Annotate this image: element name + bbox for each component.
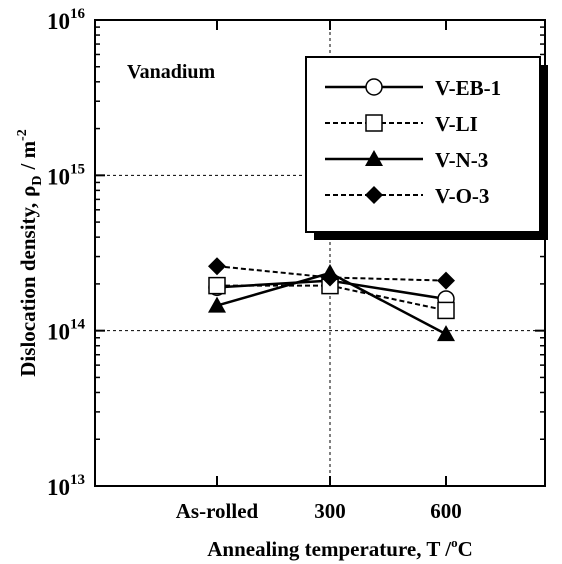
marker-circle — [365, 78, 383, 96]
y-axis-label-main: Dislocation density, — [16, 203, 40, 377]
y-axis-label-symbol: ρ — [16, 186, 40, 197]
x-tick-label: 600 — [430, 499, 462, 523]
legend: V-EB-1 V-LI V-N-3 V-O-3 — [325, 76, 501, 208]
marker-triangle — [365, 150, 383, 166]
y-tick-label-exp: 15 — [70, 161, 85, 177]
legend-label: V-EB-1 — [435, 76, 501, 100]
x-tick-marks — [216, 20, 447, 486]
y-axis-label-sub: D — [30, 176, 45, 186]
marker-square — [437, 301, 455, 320]
marker-square — [365, 114, 383, 132]
y-tick-label-base: 10 — [47, 475, 70, 500]
y-tick-label-exp: 14 — [70, 317, 86, 333]
x-tick-labels: As-rolled 300 600 — [176, 499, 462, 523]
x-axis-label-main: Annealing temperature, T / — [207, 537, 452, 561]
marker-diamond — [365, 186, 383, 204]
x-tick-label: 300 — [314, 499, 346, 523]
legend-label: V-O-3 — [435, 184, 489, 208]
legend-label: V-N-3 — [435, 148, 488, 172]
plot-frame — [94, 19, 546, 487]
chart-annotation: Vanadium — [127, 61, 216, 83]
y-tick-label-exp: 16 — [70, 6, 86, 22]
y-tick-label: 1016 — [47, 6, 86, 34]
y-tick-label: 1014 — [47, 317, 86, 345]
y-tick-label: 1015 — [47, 161, 85, 189]
y-tick-label: 1013 — [47, 472, 85, 500]
y-tick-label-base: 10 — [47, 320, 70, 345]
y-tick-label-base: 10 — [47, 164, 70, 189]
legend-label: V-LI — [435, 112, 478, 136]
y-axis-label-unit: / m — [16, 140, 40, 170]
y-tick-label-exp: 13 — [70, 472, 85, 488]
y-tick-label-base: 10 — [47, 9, 70, 34]
marker-square — [208, 276, 226, 295]
marker-diamond — [321, 268, 339, 287]
legend-box — [305, 56, 541, 233]
x-axis-label-unit: C — [458, 537, 473, 561]
x-axis-label-sup: o — [451, 535, 458, 550]
marker-diamond — [208, 257, 226, 276]
y-axis-label: Dislocation density, ρD / m-2 — [15, 129, 45, 376]
series-group — [208, 257, 455, 342]
x-axis-label: Annealing temperature, T /oC — [207, 535, 473, 561]
marker-triangle — [208, 296, 226, 313]
marker-triangle — [437, 325, 455, 342]
marker-diamond — [437, 271, 455, 290]
x-tick-label: As-rolled — [176, 499, 259, 523]
y-axis-label-sup: -2 — [15, 129, 30, 141]
